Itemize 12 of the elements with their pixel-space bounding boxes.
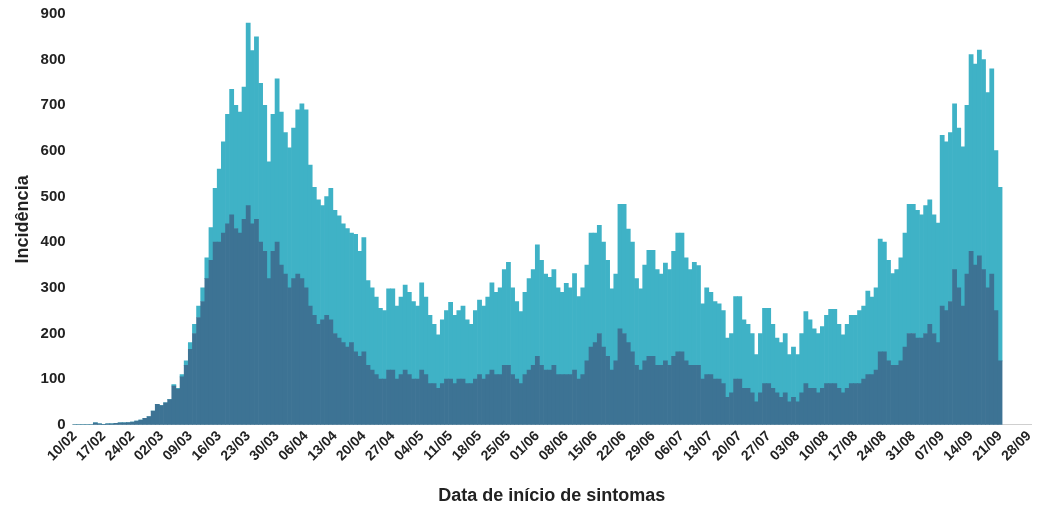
- y-tick-label: 0: [57, 414, 66, 432]
- y-tick-label: 700: [40, 95, 66, 113]
- y-tick-label: 900: [40, 4, 66, 22]
- y-tick-label: 300: [40, 277, 66, 295]
- y-tick-label: 100: [40, 369, 66, 387]
- y-tick-label: 200: [40, 323, 66, 341]
- y-axis-title: Incidência: [11, 174, 32, 264]
- y-tick-label: 600: [40, 141, 66, 159]
- x-axis-title: Data de início de sintomas: [438, 485, 666, 506]
- y-tick-label: 500: [40, 186, 66, 204]
- y-tick-label: 400: [40, 232, 66, 250]
- y-tick-label: 800: [40, 49, 66, 67]
